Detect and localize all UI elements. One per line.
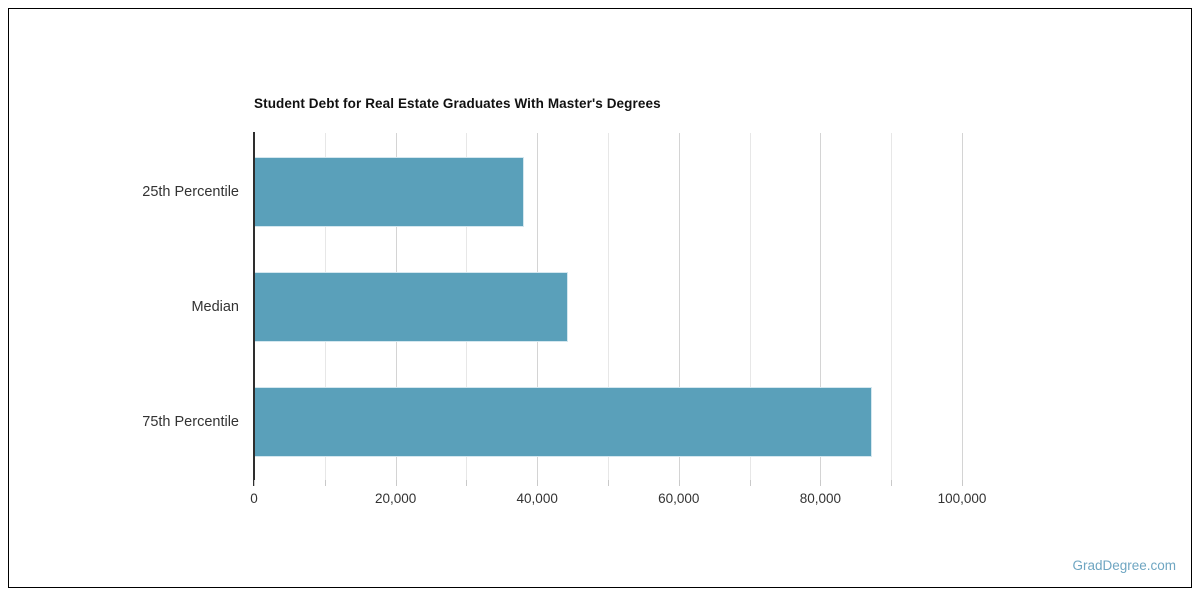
- y-axis-label: 75th Percentile: [142, 414, 239, 430]
- chart-border: Student Debt for Real Estate Graduates W…: [8, 8, 1192, 588]
- x-axis-tick: [820, 480, 822, 486]
- gridline-minor: [749, 133, 751, 480]
- x-axis-tick: [608, 480, 609, 486]
- chart-title: Student Debt for Real Estate Graduates W…: [254, 96, 661, 111]
- x-axis-tick-label: 80,000: [799, 491, 842, 506]
- x-axis-tick: [324, 480, 326, 486]
- x-axis-tick-label: 20,000: [374, 491, 417, 506]
- x-axis-tick: [891, 480, 893, 486]
- x-axis-tick-label: 0: [250, 491, 258, 506]
- y-axis-line: [252, 132, 255, 486]
- bar-25th-percentile: [254, 157, 524, 227]
- plot-area: [254, 133, 1072, 480]
- gridline-major: [962, 133, 963, 480]
- gridline-major: [678, 133, 680, 480]
- bar-median: [254, 272, 569, 342]
- x-axis-tick: [254, 480, 255, 486]
- watermark-link[interactable]: GradDegree.com: [1072, 558, 1176, 573]
- x-axis-tick-label: 100,000: [937, 491, 987, 506]
- x-axis-tick-label: 40,000: [516, 491, 558, 506]
- y-axis-label: Median: [191, 299, 239, 315]
- x-axis-tick: [537, 480, 539, 486]
- x-axis-tick: [962, 480, 963, 486]
- bar-75th-percentile: [254, 387, 873, 457]
- x-axis-tick: [749, 480, 751, 486]
- x-axis-tick: [466, 480, 468, 486]
- x-axis-tick: [678, 480, 680, 486]
- x-axis-tick-label: 60,000: [658, 491, 700, 506]
- gridline-minor: [608, 133, 609, 480]
- gridline-major: [820, 133, 822, 480]
- y-axis-label: 25th Percentile: [142, 184, 239, 200]
- gridline-minor: [891, 133, 893, 480]
- x-axis-tick: [395, 480, 397, 486]
